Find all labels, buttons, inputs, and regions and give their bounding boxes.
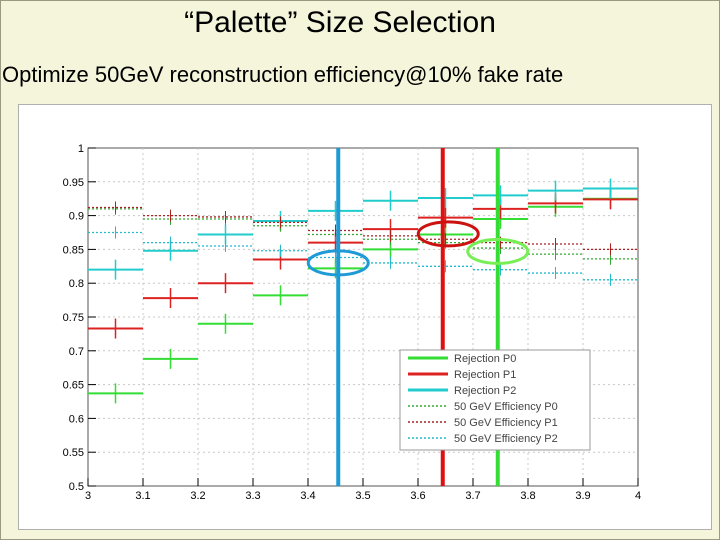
- series-50-gev-efficiency-p2: [88, 226, 638, 286]
- x-tick-label: 4: [635, 490, 641, 502]
- y-tick-label: 1: [78, 143, 84, 155]
- y-tick-label: 0.75: [63, 312, 84, 324]
- highlight-circle: [466, 237, 530, 265]
- series-rejection-p0: [88, 188, 638, 404]
- y-tick-label: 0.5: [69, 481, 84, 493]
- x-tick-label: 3.9: [575, 490, 590, 502]
- legend-label: 50 GeV Efficiency P2: [454, 433, 558, 445]
- y-tick-label: 0.65: [63, 380, 84, 392]
- legend: Rejection P0 Rejection P1 Rejection P2 50 G…: [399, 349, 591, 451]
- x-tick-label: 3: [85, 490, 91, 502]
- x-tick-label: 3.8: [520, 490, 535, 502]
- legend-label: 50 GeV Efficiency P0: [454, 401, 558, 413]
- y-tick-label: 0.55: [63, 447, 84, 459]
- y-tick-label: 0.85: [63, 244, 84, 256]
- x-tick-label: 3.3: [245, 490, 260, 502]
- legend-box: [399, 349, 591, 451]
- y-tick-label: 0.8: [69, 278, 84, 290]
- slide-title: “Palette” Size Selection: [184, 6, 496, 39]
- x-tick-label: 3.5: [355, 490, 370, 502]
- highlight-circle: [416, 220, 480, 248]
- y-tick-label: 0.6: [69, 413, 84, 425]
- x-tick-label: 3.1: [135, 490, 150, 502]
- series-rejection-p1: [88, 189, 638, 339]
- y-tick-label: 0.7: [69, 346, 84, 358]
- y-tick-label: 0.95: [63, 177, 84, 189]
- legend-label: Rejection P2: [454, 385, 516, 397]
- x-tick-label: 3.7: [465, 490, 480, 502]
- axis-ticks: 3 3.1 3.2 3.3 3.4 3.5 3.6 3.7 3.8 3.9 4 0.5 0.55 0.6 0…: [63, 143, 641, 502]
- series-group: [88, 178, 638, 404]
- x-tick-label: 3.6: [410, 490, 425, 502]
- legend-label: 50 GeV Efficiency P1: [454, 417, 558, 429]
- legend-label: Rejection P1: [454, 369, 516, 381]
- x-tick-label: 3.2: [190, 490, 205, 502]
- series-50-gev-efficiency-p1: [88, 201, 638, 256]
- legend-label: Rejection P0: [454, 353, 516, 365]
- x-tick-label: 3.4: [300, 490, 315, 502]
- y-tick-label: 0.9: [69, 211, 84, 223]
- slide-subtitle: Optimize 50GeV reconstruction efficiency…: [2, 62, 564, 87]
- highlight-circle: [306, 249, 370, 277]
